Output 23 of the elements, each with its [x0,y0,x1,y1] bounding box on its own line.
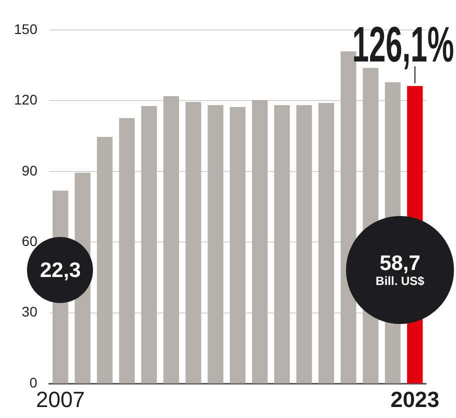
annotation: 58,7 Bill. US$ [376,252,424,289]
bar [163,96,180,384]
y-tick-label: 0 [30,374,38,390]
bar [274,105,290,384]
bar [318,102,334,384]
bar [252,100,268,384]
bar [230,106,246,384]
y-tick-label: 150 [14,20,38,37]
circle-badge: 58,7 Bill. US$ [346,216,454,324]
x-tick-label: 2023 [390,386,440,412]
bar [208,105,224,384]
y-tick-label: 30 [22,304,38,320]
bar [296,105,312,384]
annotation: 22,3 [40,258,81,282]
y-tick-label: 120 [14,92,38,108]
y-tick-label: 60 [22,233,38,250]
data-label: 126,1% [352,16,454,72]
y-tick-label: 90 [22,162,38,178]
bar [186,102,202,384]
bar [119,118,135,384]
bar [141,106,157,384]
bar [96,136,113,384]
x-tick-label: 2007 [36,386,85,412]
